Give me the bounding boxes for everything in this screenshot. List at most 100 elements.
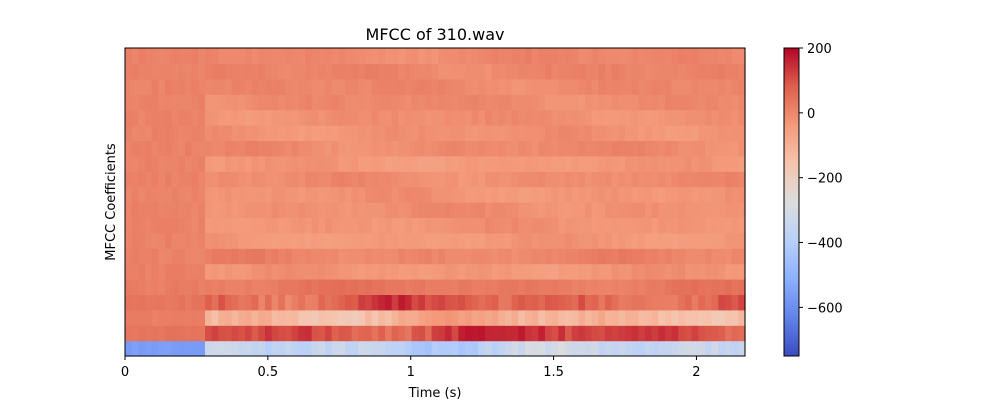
heatmap-cell — [271, 109, 279, 126]
heatmap-cell — [658, 202, 666, 218]
heatmap-cell — [611, 109, 619, 126]
heatmap-cell — [698, 109, 706, 126]
heatmap-cell — [625, 94, 633, 111]
heatmap-cell — [258, 171, 266, 188]
heatmap-cell — [478, 94, 486, 111]
heatmap-cell — [365, 340, 373, 357]
heatmap-cell — [391, 248, 399, 265]
heatmap-cell — [318, 279, 326, 295]
heatmap-cell — [251, 325, 259, 342]
heatmap-cell — [645, 294, 653, 311]
heatmap-cell — [578, 48, 586, 64]
heatmap-cell — [218, 171, 226, 188]
heatmap-cell — [218, 78, 226, 95]
heatmap-cell — [658, 78, 666, 95]
heatmap-cell — [605, 78, 613, 95]
heatmap-cell — [305, 63, 313, 80]
heatmap-cell — [151, 186, 159, 203]
heatmap-cell — [651, 171, 659, 188]
heatmap-cell — [165, 140, 173, 157]
heatmap-cell — [251, 155, 259, 172]
heatmap-cell — [391, 217, 399, 234]
heatmap-cell — [718, 263, 726, 280]
heatmap-cell — [698, 94, 706, 111]
heatmap-cell — [171, 78, 179, 95]
heatmap-cell — [545, 248, 553, 265]
heatmap-cell — [185, 171, 193, 188]
heatmap-cell — [558, 109, 566, 126]
heatmap-cell — [151, 78, 159, 95]
heatmap-cell — [445, 248, 453, 265]
heatmap-cell — [371, 248, 379, 265]
heatmap-cell — [711, 125, 719, 141]
heatmap-cell — [545, 232, 553, 249]
heatmap-cell — [185, 109, 193, 126]
heatmap-cell — [205, 140, 213, 157]
heatmap-cell — [325, 263, 333, 280]
heatmap-cell — [398, 171, 406, 188]
heatmap-cell — [218, 248, 226, 265]
heatmap-cell — [391, 309, 399, 326]
heatmap-cell — [511, 340, 519, 357]
heatmap-cell — [138, 78, 146, 95]
heatmap-cell — [165, 186, 173, 203]
heatmap-cell — [125, 78, 133, 95]
heatmap-cell — [458, 340, 466, 357]
heatmap-cell — [645, 309, 653, 326]
heatmap-cell — [678, 109, 686, 126]
heatmap-cell — [498, 171, 506, 188]
heatmap-cell — [325, 232, 333, 249]
heatmap-cell — [618, 202, 626, 218]
heatmap-cell — [278, 155, 286, 172]
heatmap-cell — [425, 63, 433, 80]
heatmap-cell — [511, 125, 519, 141]
heatmap-cell — [471, 248, 479, 265]
heatmap-cell — [205, 94, 213, 111]
heatmap-cell — [498, 309, 506, 326]
heatmap-cell — [165, 48, 173, 64]
heatmap-cell — [725, 248, 733, 265]
heatmap-cell — [618, 109, 626, 126]
heatmap-cell — [245, 125, 253, 141]
heatmap-cell — [305, 325, 313, 342]
heatmap-cell — [538, 279, 546, 295]
heatmap-cell — [725, 109, 733, 126]
heatmap-cell — [251, 63, 259, 80]
heatmap-cell — [431, 171, 439, 188]
heatmap-cell — [731, 63, 739, 80]
heatmap-cell — [178, 309, 186, 326]
heatmap-cell — [445, 186, 453, 203]
heatmap-cell — [445, 279, 453, 295]
heatmap-cell — [271, 263, 279, 280]
heatmap-cell — [358, 171, 366, 188]
heatmap-cell — [525, 171, 533, 188]
heatmap-cell — [591, 232, 599, 249]
heatmap-cell — [578, 63, 586, 80]
heatmap-cell — [338, 248, 346, 265]
heatmap-cell — [571, 309, 579, 326]
heatmap-cell — [131, 248, 139, 265]
heatmap-cell — [651, 294, 659, 311]
heatmap-cell — [638, 248, 646, 265]
heatmap-cell — [498, 248, 506, 265]
heatmap-cell — [658, 94, 666, 111]
heatmap-cell — [698, 63, 706, 80]
heatmap-cell — [658, 125, 666, 141]
heatmap-cell — [285, 325, 293, 342]
heatmap-cell — [131, 186, 139, 203]
heatmap-cell — [345, 248, 353, 265]
heatmap-cell — [225, 232, 233, 249]
heatmap-cell — [611, 248, 619, 265]
heatmap-cell — [325, 217, 333, 234]
heatmap-cell — [438, 294, 446, 311]
heatmap-cell — [318, 63, 326, 80]
heatmap-cell — [738, 186, 746, 203]
heatmap-cell — [525, 202, 533, 218]
heatmap-cell — [178, 63, 186, 80]
heatmap-cell — [131, 309, 139, 326]
heatmap-cell — [278, 340, 286, 357]
heatmap-cell — [431, 78, 439, 95]
heatmap-cell — [418, 109, 426, 126]
heatmap-cell — [518, 232, 526, 249]
heatmap-cell — [238, 186, 246, 203]
